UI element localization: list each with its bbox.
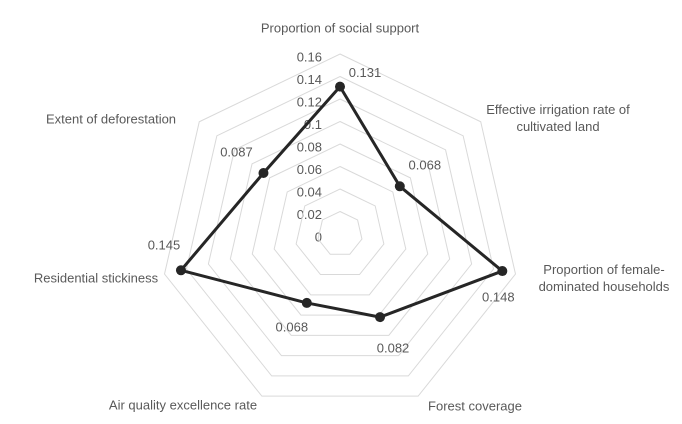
data-label: 0.082: [377, 341, 410, 356]
grid-line: [251, 143, 429, 316]
grid-line: [229, 120, 451, 336]
grid-line: [273, 165, 407, 296]
r-tick-label: 0.08: [297, 139, 322, 154]
data-point: [301, 297, 312, 308]
grid-line: [317, 210, 363, 255]
data-point: [258, 167, 269, 178]
r-tick-label: 0.04: [297, 184, 322, 199]
data-label: 0.145: [148, 238, 181, 253]
grid-line: [295, 188, 385, 276]
r-tick-label: 0.16: [297, 49, 322, 64]
grid-line: [185, 75, 495, 377]
data-point: [375, 312, 386, 323]
category-label: Proportion of female-dominated household…: [538, 262, 670, 294]
data-point: [335, 81, 345, 92]
category-label: Effective irrigation rate of cultivated …: [486, 102, 630, 134]
category-label: Proportion of social support: [260, 20, 420, 36]
data-point: [394, 181, 405, 192]
category-label: Residential stickiness: [33, 270, 159, 286]
data-label: 0.131: [349, 65, 382, 80]
r-tick-label: 0.14: [297, 72, 322, 87]
category-label: Forest coverage: [428, 398, 522, 414]
data-point: [175, 265, 186, 276]
grid-line: [207, 98, 473, 357]
r-tick-label: 0.02: [297, 207, 322, 222]
data-label: 0.068: [409, 158, 442, 173]
data-label: 0.068: [276, 319, 309, 334]
data-label: 0.148: [482, 289, 515, 304]
data-point: [497, 266, 508, 277]
category-label: Air quality excellence rate: [108, 397, 258, 413]
data-label: 0.087: [220, 144, 253, 159]
r-tick-label: 0.06: [297, 162, 322, 177]
series-line: [179, 85, 504, 319]
category-label: Extent of deforestation: [45, 111, 177, 127]
grid-line: [163, 53, 517, 397]
r-tick-label: 0.12: [297, 94, 322, 109]
